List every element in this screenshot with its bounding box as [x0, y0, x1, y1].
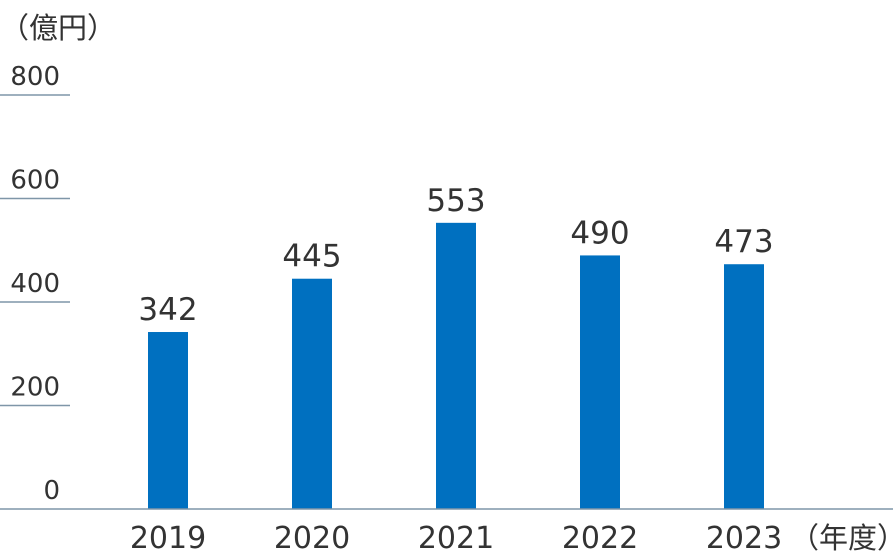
bar-2019 — [148, 332, 188, 509]
value-label-2019: 342 — [138, 292, 197, 328]
y-axis-unit-label: （億円） — [0, 11, 116, 45]
x-tick-label-2022: 2022 — [562, 521, 638, 556]
x-tick-label-2023: 2023 — [706, 521, 782, 556]
bar-2020 — [292, 278, 332, 509]
value-label-2022: 490 — [570, 215, 629, 251]
x-axis-unit-label: （年度） — [790, 521, 893, 555]
value-labels: 342 445 553 490 473 — [138, 183, 773, 328]
y-tick-label: 600 — [10, 166, 60, 196]
x-tick-label-2019: 2019 — [130, 521, 206, 556]
y-axis-ticks: 0 200 400 600 800 — [0, 62, 70, 506]
x-tick-label-2020: 2020 — [274, 521, 350, 556]
value-label-2021: 553 — [426, 183, 485, 219]
x-axis-labels: 2019 2020 2021 2022 2023 — [130, 521, 782, 556]
y-tick-label: 800 — [10, 62, 60, 92]
bar-2022 — [580, 255, 620, 509]
value-label-2020: 445 — [282, 239, 341, 275]
y-tick-label: 0 — [43, 476, 60, 506]
y-tick-label: 400 — [10, 269, 60, 299]
bar-2023 — [724, 264, 764, 509]
value-label-2023: 473 — [714, 224, 773, 260]
y-tick-label: 200 — [10, 373, 60, 403]
bar-series — [148, 222, 764, 509]
x-tick-label-2021: 2021 — [418, 521, 494, 556]
bar-2021 — [436, 222, 476, 509]
